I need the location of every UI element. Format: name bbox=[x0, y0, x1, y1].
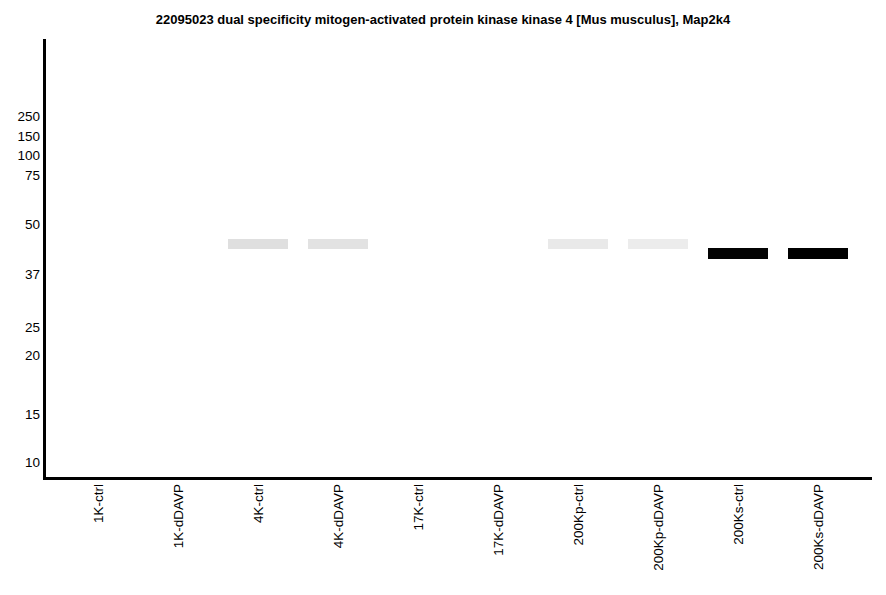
x-axis-label-17k-ctrl: 17K-ctrl bbox=[411, 484, 426, 531]
y-axis-label-100: 100 bbox=[0, 148, 40, 164]
y-axis-label-75: 75 bbox=[0, 168, 40, 184]
y-axis-label-50: 50 bbox=[0, 217, 40, 233]
y-axis-label-150: 150 bbox=[0, 129, 40, 145]
band-4k-ddavp bbox=[308, 239, 368, 249]
y-axis-label-20: 20 bbox=[0, 348, 40, 364]
plot-area bbox=[43, 39, 872, 480]
band-200ks-ctrl bbox=[708, 248, 768, 259]
x-axis-label-1k-ctrl: 1K-ctrl bbox=[91, 484, 106, 523]
y-axis-label-15: 15 bbox=[0, 407, 40, 423]
y-axis-label-250: 250 bbox=[0, 109, 40, 125]
figure-title: 22095023 dual specificity mitogen-activa… bbox=[0, 12, 886, 27]
band-200kp-ddavp bbox=[628, 239, 688, 249]
x-axis-label-17k-ddavp: 17K-dDAVP bbox=[491, 484, 506, 556]
x-axis-label-200kp-ctrl: 200Kp-ctrl bbox=[571, 484, 586, 546]
x-axis-label-4k-ctrl: 4K-ctrl bbox=[251, 484, 266, 523]
y-axis-label-10: 10 bbox=[0, 455, 40, 471]
x-axis-label-4k-ddavp: 4K-dDAVP bbox=[331, 484, 346, 548]
y-axis-label-25: 25 bbox=[0, 320, 40, 336]
band-200ks-ddavp bbox=[788, 248, 848, 259]
x-axis-label-200kp-ddavp: 200Kp-dDAVP bbox=[651, 484, 666, 571]
band-200kp-ctrl bbox=[548, 239, 608, 249]
band-4k-ctrl bbox=[228, 239, 288, 249]
x-axis-label-1k-ddavp: 1K-dDAVP bbox=[171, 484, 186, 548]
x-axis-label-200ks-ddavp: 200Ks-dDAVP bbox=[811, 484, 826, 570]
western-blot-figure: 22095023 dual specificity mitogen-activa… bbox=[0, 0, 886, 595]
y-axis-label-37: 37 bbox=[0, 267, 40, 283]
x-axis-label-200ks-ctrl: 200Ks-ctrl bbox=[731, 484, 746, 545]
